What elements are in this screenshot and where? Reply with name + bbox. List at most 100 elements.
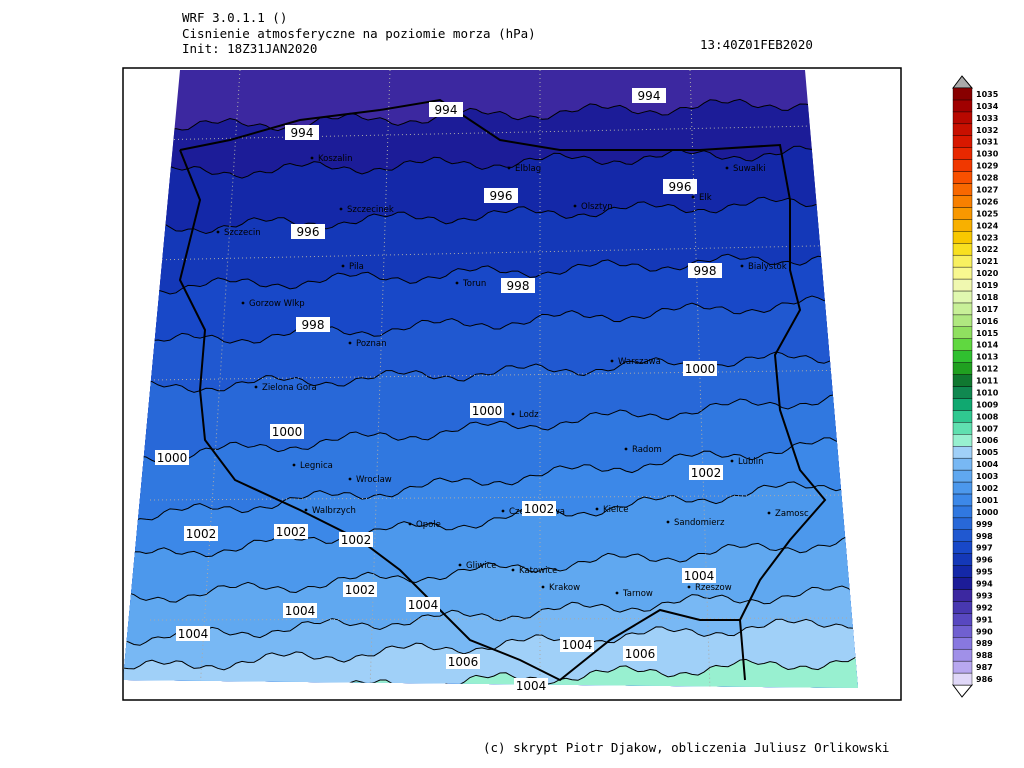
city-dot <box>615 591 619 595</box>
cbar-label: 1031 <box>976 138 999 147</box>
cbar-label: 1028 <box>976 174 999 183</box>
contour-label: 1004 <box>684 569 715 583</box>
cbar-swatch <box>952 123 973 136</box>
contour-label: 1004 <box>516 679 547 693</box>
city-label: Elk <box>699 193 712 203</box>
city-dot <box>725 166 729 170</box>
cbar-label: 1006 <box>976 436 999 445</box>
contour-label: 998 <box>694 264 717 278</box>
cbar-swatch <box>952 183 973 196</box>
contour-label-bg <box>155 450 189 465</box>
cbar-swatch <box>952 362 973 375</box>
isobar <box>123 351 858 393</box>
cbar-swatch <box>952 434 973 447</box>
city-label: Szczecin <box>224 228 261 238</box>
isobar <box>123 196 858 235</box>
city-label: Sandomierz <box>674 518 725 528</box>
cbar-swatch <box>952 457 973 471</box>
cbar-swatch <box>952 231 973 244</box>
city-dot <box>595 507 599 511</box>
init: Init: 18Z31JAN2020 <box>182 41 317 56</box>
cbar-label: 1012 <box>976 365 998 374</box>
cbar-swatch <box>952 565 973 578</box>
cbar-label: 1025 <box>976 209 999 218</box>
cbar-swatch <box>952 517 973 530</box>
city-dot <box>624 447 628 451</box>
contour-label: 1000 <box>157 451 188 465</box>
cbar-swatch <box>952 147 973 160</box>
city-dot <box>254 385 258 389</box>
city-label: Katowice <box>519 566 557 576</box>
cbar-label: 1007 <box>976 424 998 433</box>
cbar-swatch <box>952 302 973 316</box>
cbar-label: 1008 <box>976 412 999 421</box>
contour-label-bg <box>406 597 440 612</box>
cbar-swatch <box>952 529 973 542</box>
contour-label-bg <box>291 224 325 239</box>
cbar-swatch <box>952 314 973 327</box>
cbar-top <box>952 75 974 89</box>
band <box>123 653 858 688</box>
cbar-swatch <box>952 422 973 435</box>
cbar-swatch <box>952 266 973 280</box>
contour-label-bg <box>688 263 722 278</box>
cbar-swatch <box>952 135 973 148</box>
city-label: Tarnow <box>622 589 653 599</box>
cbar-label: 996 <box>976 556 993 565</box>
city-label: Walbrzych <box>312 506 356 516</box>
cbar-label: 1027 <box>976 185 998 194</box>
cbar-label: 1034 <box>976 102 999 111</box>
city-label: Elblag <box>515 164 541 174</box>
contour-label-bg <box>296 317 330 332</box>
isobar <box>123 585 858 646</box>
isobar <box>123 387 858 464</box>
city-dot <box>511 412 515 416</box>
model: WRF 3.0.1.1 () <box>182 10 287 25</box>
contour-label: 1002 <box>345 583 376 597</box>
footer: (c) skrypt Piotr Djakow, obliczenia Juli… <box>483 740 889 755</box>
cbar-label: 989 <box>976 639 993 648</box>
cbar-label: 1015 <box>976 329 999 338</box>
isobar <box>123 145 858 183</box>
isobar <box>123 437 858 527</box>
cbar-label: 1035 <box>976 90 999 99</box>
isobar <box>123 535 858 603</box>
cbar-label: 988 <box>976 651 993 660</box>
contour-label-bg <box>274 524 308 539</box>
city-dot <box>507 166 511 170</box>
city-dot <box>666 520 670 524</box>
cbar-label: 999 <box>976 520 993 529</box>
contour-label: 1002 <box>524 502 555 516</box>
cbar-swatch <box>952 326 973 339</box>
contour-label-bg <box>683 361 717 376</box>
map-frame <box>122 67 902 701</box>
city-label: Krakow <box>549 583 580 593</box>
city-dot <box>216 230 220 234</box>
cbar-label: 1013 <box>976 353 998 362</box>
cbar-swatch <box>952 386 973 399</box>
city-dot <box>730 459 734 463</box>
pressure-field <box>123 70 858 688</box>
cbar-swatch <box>952 398 973 411</box>
cbar-swatch <box>952 589 973 602</box>
city-label: Zielona Gora <box>262 383 317 393</box>
cbar-swatch <box>952 338 973 351</box>
city-dot <box>304 508 308 512</box>
city-label: Kielce <box>603 505 628 515</box>
cbar-swatch <box>952 660 973 674</box>
cbar-swatch <box>952 87 973 101</box>
cbar-label: 1022 <box>976 245 998 254</box>
city-label: Torun <box>462 279 486 289</box>
city-label: Poznan <box>356 339 386 349</box>
cbar-swatch <box>952 446 973 459</box>
city-label: Pila <box>349 262 364 272</box>
city-label: Radom <box>632 445 662 455</box>
cbar-label: 994 <box>976 580 993 589</box>
contour-label-bg <box>339 532 373 547</box>
cbar-label: 986 <box>976 675 993 684</box>
cbar-label: 1000 <box>976 508 999 517</box>
contour-label: 1004 <box>285 604 316 618</box>
contour-label: 1004 <box>562 638 593 652</box>
contour-label: 996 <box>669 180 692 194</box>
contour-label: 994 <box>435 103 458 117</box>
